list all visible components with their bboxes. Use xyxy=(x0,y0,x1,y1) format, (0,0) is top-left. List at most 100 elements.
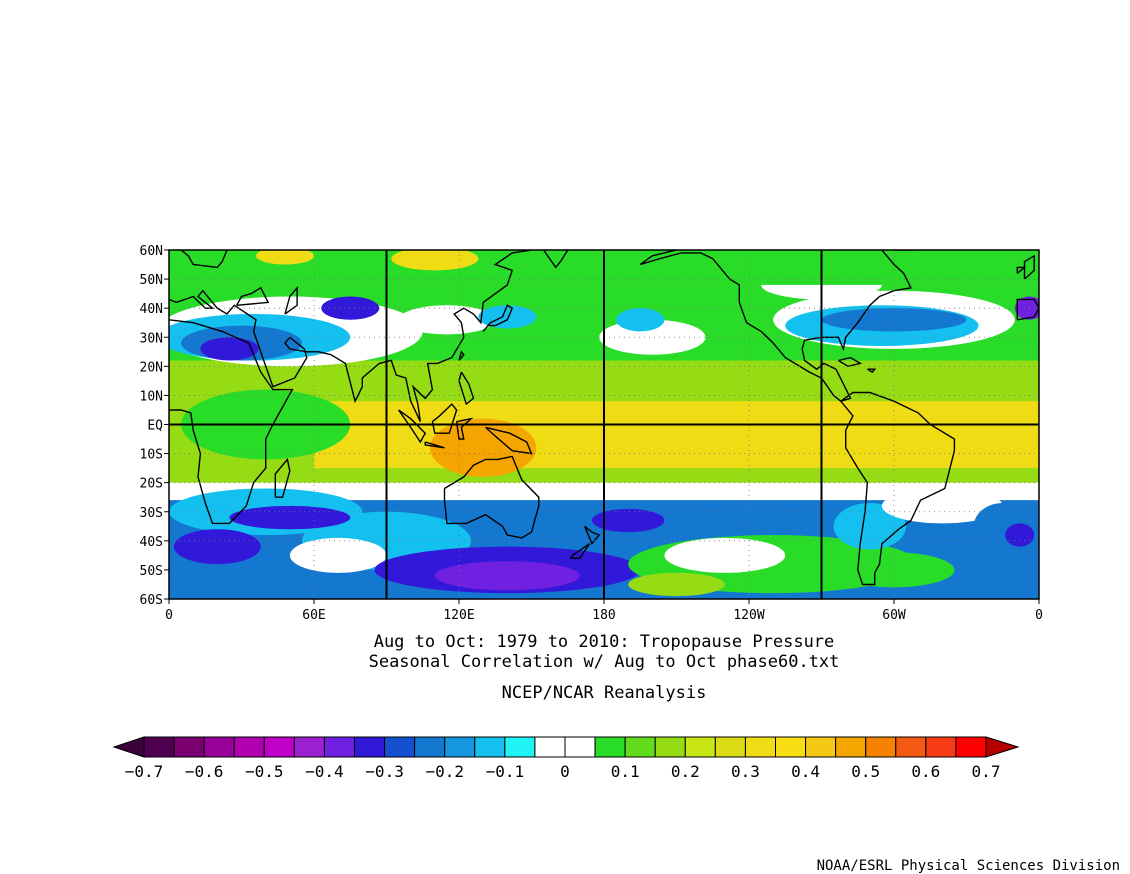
colorbar-swatch xyxy=(474,736,506,758)
colorbar-label: 0.1 xyxy=(611,762,640,781)
colorbar-label: 0.2 xyxy=(671,762,700,781)
japan-coastline xyxy=(482,304,514,332)
colorbar xyxy=(112,736,1020,758)
lat-tick-label: 50S xyxy=(140,564,163,579)
java-coastline xyxy=(424,441,445,449)
south-america-coastline xyxy=(840,391,956,586)
lat-tick-label: EQ xyxy=(147,419,163,434)
japan-cyan xyxy=(478,305,537,329)
dataset-subtitle: NCEP/NCAR Reanalysis xyxy=(502,683,707,703)
colorbar-swatch xyxy=(624,736,656,758)
new-zealand-north-coastline xyxy=(584,525,601,546)
colorbar-label: 0 xyxy=(560,762,570,781)
north-america-coastline xyxy=(639,250,912,402)
south-pacific-deep-blue xyxy=(591,508,665,533)
caspian-coastline xyxy=(284,285,298,315)
siberia-yellow xyxy=(391,250,479,271)
black-sea-coastline xyxy=(236,286,270,306)
south-atlantic-deep-blue-east xyxy=(1005,523,1035,547)
borneo-coastline xyxy=(431,403,458,434)
colorbar-label: 0.3 xyxy=(731,762,760,781)
colorbar-label: 0.5 xyxy=(851,762,880,781)
colorbar-swatch xyxy=(835,736,867,758)
urals-yellow xyxy=(256,250,314,265)
colorbar-swatch xyxy=(143,736,175,758)
colorbar-label: 0.4 xyxy=(791,762,820,781)
equatorial-yellow-band xyxy=(314,401,1039,469)
colorbar-swatch xyxy=(744,736,777,758)
lon-tick-label: 180 xyxy=(592,608,615,623)
central-asia-deep-blue xyxy=(321,296,380,320)
pacific-cyan xyxy=(616,308,665,332)
colorbar-over-arrow xyxy=(985,736,1020,758)
lat-tick-label: 20N xyxy=(140,360,163,375)
lat-tick-label: 40S xyxy=(140,535,163,550)
lat-tick-label: 60S xyxy=(140,593,163,608)
cuba-coastline xyxy=(838,356,863,368)
colorbar-swatch xyxy=(714,736,746,758)
colorbar-swatch xyxy=(775,736,807,758)
iberia-violet xyxy=(1014,296,1039,320)
title-line-2: Seasonal Correlation w/ Aug to Oct phase… xyxy=(369,652,840,672)
credit-text: NOAA/ESRL Physical Sciences Division xyxy=(817,858,1120,874)
colorbar-swatch xyxy=(805,736,837,758)
colorbar-label: −0.6 xyxy=(185,762,224,781)
colorbar-label: −0.1 xyxy=(486,762,525,781)
hispaniola-coastline xyxy=(867,368,877,374)
baltic-coastline xyxy=(180,250,228,269)
lat-tick-label: 10N xyxy=(140,389,163,404)
colorbar-swatch xyxy=(414,736,446,758)
colorbar-swatch xyxy=(263,736,295,758)
colorbar-swatch xyxy=(384,736,416,758)
colorbar-swatch xyxy=(323,736,355,758)
colorbar-label: −0.2 xyxy=(425,762,464,781)
colorbar-swatch xyxy=(233,736,265,758)
southern-ocean-violet xyxy=(434,561,580,591)
colorbar-swatch xyxy=(895,736,927,758)
kamchatka-coastline xyxy=(543,250,569,269)
antarctic-yellowgreen xyxy=(628,572,725,597)
colorbar-swatch xyxy=(534,736,566,758)
lon-tick-label: 120E xyxy=(443,608,474,623)
lon-tick-label: 0 xyxy=(165,608,173,623)
lat-tick-label: 30N xyxy=(140,331,163,346)
colorbar-label: −0.5 xyxy=(245,762,284,781)
colorbar-swatch xyxy=(173,736,205,758)
colorbar-swatch xyxy=(293,736,325,758)
colorbar-label: 0.6 xyxy=(911,762,940,781)
colorbar-swatch xyxy=(594,736,626,758)
madagascar-deep-blue xyxy=(229,505,351,530)
colorbar-label: 0.7 xyxy=(972,762,1001,781)
colorbar-swatch xyxy=(444,736,476,758)
lat-tick-label: 30S xyxy=(140,506,163,521)
colorbar-swatch xyxy=(955,736,987,758)
colorbar-label: −0.4 xyxy=(305,762,344,781)
ireland-coastline xyxy=(1016,266,1027,274)
madagascar-coastline xyxy=(274,457,291,498)
south-atlantic-deep-blue xyxy=(173,529,261,565)
colorbar-label: −0.7 xyxy=(125,762,164,781)
lat-tick-label: 60N xyxy=(140,244,163,259)
lat-tick-label: 10S xyxy=(140,448,163,463)
sulawesi-coastline xyxy=(455,417,474,440)
colorbar-swatch xyxy=(354,736,386,758)
lon-tick-label: 120W xyxy=(733,608,764,623)
iberia-coastline xyxy=(1016,298,1039,321)
south-america-green xyxy=(833,552,955,588)
colorbar-swatch xyxy=(504,736,536,758)
title-line-1: Aug to Oct: 1979 to 2010: Tropopause Pre… xyxy=(374,632,835,652)
new-zealand-south-coastline xyxy=(569,543,591,559)
lat-tick-label: 20S xyxy=(140,477,163,492)
colorbar-under-arrow xyxy=(112,736,145,758)
colorbar-swatch xyxy=(654,736,686,758)
colorbar-swatch xyxy=(203,736,235,758)
lon-tick-label: 60E xyxy=(302,608,325,623)
longitude-axis: 0 60E 120E 180 120W 60W 0 xyxy=(165,599,1043,623)
lat-tick-label: 50N xyxy=(140,273,163,288)
coastlines xyxy=(169,250,1039,586)
mideast-deep-blue xyxy=(200,337,259,361)
eurasia-coastline xyxy=(169,250,532,422)
colorbar-labels: −0.7 −0.6 −0.5 −0.4 −0.3 −0.2 −0.1 0 0.1 0.2 0.3 0.… xyxy=(125,762,1001,781)
phase-box-lines xyxy=(169,250,1039,599)
